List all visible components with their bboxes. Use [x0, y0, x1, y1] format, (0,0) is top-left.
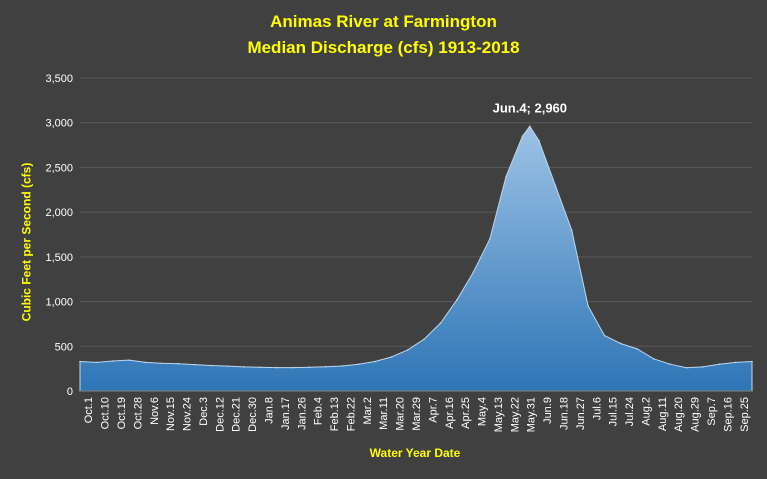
x-tick-label: Jun.9 — [542, 397, 554, 424]
chart-subtitle: Median Discharge (cfs) 1913-2018 — [247, 38, 520, 57]
data-point — [603, 334, 606, 337]
x-tick-label: Aug.2 — [640, 397, 652, 426]
x-tick-label: Dec.21 — [231, 397, 243, 432]
data-point — [128, 359, 130, 361]
data-point — [243, 366, 245, 368]
data-point — [95, 361, 98, 364]
data-point — [472, 271, 475, 273]
x-tick-label: Feb.22 — [345, 397, 357, 431]
data-point — [669, 363, 671, 365]
x-axis-title: Water Year Date — [369, 446, 461, 460]
data-point — [259, 366, 262, 369]
x-tick-label: Aug.29 — [690, 397, 702, 432]
x-tick-label: Jan.26 — [296, 397, 308, 430]
data-point — [226, 365, 229, 367]
data-point — [357, 363, 360, 365]
data-point — [390, 356, 393, 358]
y-tick-label: 1,000 — [45, 297, 73, 309]
data-point — [529, 125, 531, 128]
x-tick-label: Oct.28 — [132, 397, 144, 429]
x-tick-label: May.4 — [477, 397, 489, 426]
x-tick-label: Mar.2 — [362, 397, 374, 425]
x-tick-label: Sep.16 — [722, 397, 734, 432]
x-tick-label: Nov.15 — [165, 397, 177, 431]
data-point — [718, 363, 721, 365]
data-point — [439, 322, 442, 324]
data-point — [292, 366, 294, 369]
x-tick-label: Jul.15 — [608, 397, 620, 426]
x-tick-label: Mar.20 — [395, 397, 407, 431]
peak-annotation: Jun.4; 2,960 — [493, 100, 567, 115]
data-point — [620, 342, 622, 345]
x-tick-label: Nov.24 — [182, 397, 194, 431]
x-tick-label: Apr.16 — [444, 397, 456, 429]
x-tick-label: Feb.13 — [329, 397, 341, 431]
y-tick-label: 1,500 — [45, 252, 73, 264]
data-point — [341, 365, 344, 367]
y-tick-label: 0 — [67, 386, 73, 398]
y-tick-label: 3,500 — [45, 73, 73, 85]
x-tick-label: Jun.18 — [559, 397, 571, 430]
data-point — [488, 238, 491, 240]
chart-title: Animas River at Farmington — [270, 12, 497, 31]
x-tick-label: Jan.17 — [280, 397, 292, 430]
y-tick-label: 2,000 — [45, 207, 73, 219]
x-tick-label: May.31 — [526, 397, 538, 432]
data-point — [554, 184, 557, 187]
y-tick-label: 3,000 — [45, 118, 73, 130]
x-tick-label: Mar.11 — [378, 397, 390, 430]
data-point — [636, 348, 639, 350]
data-point — [210, 364, 212, 367]
x-tick-label: Feb.4 — [313, 397, 325, 425]
x-tick-label: Dec.12 — [214, 397, 226, 432]
data-point — [538, 139, 540, 142]
x-tick-label: May.22 — [509, 397, 521, 432]
data-point — [685, 366, 688, 369]
x-tick-label: Jul.24 — [624, 397, 636, 426]
data-point — [587, 305, 589, 307]
data-point — [570, 229, 573, 231]
data-point — [734, 361, 737, 364]
x-tick-label: Oct.1 — [83, 397, 95, 423]
data-point — [177, 362, 180, 365]
x-tick-label: Sep.7 — [706, 397, 718, 426]
data-point — [325, 365, 327, 368]
data-point — [193, 363, 196, 366]
x-tick-label: Aug.11 — [657, 397, 669, 431]
data-point — [702, 366, 704, 368]
data-point — [505, 175, 507, 178]
data-point — [308, 366, 311, 369]
x-tick-label: Jun.27 — [575, 397, 587, 430]
data-point — [374, 360, 376, 363]
x-tick-label: Apr.7 — [427, 397, 439, 423]
x-tick-label: Dec.3 — [198, 397, 210, 426]
x-tick-label: Jul.6 — [591, 397, 603, 420]
x-tick-label: Jan.8 — [263, 397, 275, 424]
data-point — [161, 362, 163, 365]
data-point — [111, 360, 114, 362]
data-point — [275, 366, 278, 369]
x-tick-label: Oct.10 — [100, 397, 112, 429]
x-tick-label: Apr.25 — [460, 397, 472, 429]
data-point — [423, 338, 425, 340]
y-tick-label: 500 — [55, 341, 73, 353]
x-tick-label: Mar.29 — [411, 397, 423, 431]
x-tick-label: Dec.30 — [247, 397, 259, 432]
x-tick-label: Sep.25 — [739, 397, 751, 432]
data-point — [407, 349, 409, 351]
data-point — [652, 358, 655, 360]
data-point — [456, 298, 458, 301]
data-point — [79, 360, 81, 363]
x-tick-label: May.13 — [493, 397, 505, 432]
x-tick-label: Nov.6 — [149, 397, 161, 425]
data-point — [751, 360, 753, 363]
data-point — [521, 135, 524, 137]
discharge-area — [79, 125, 753, 392]
data-point — [144, 361, 147, 364]
y-tick-label: 2,500 — [45, 162, 73, 174]
x-tick-label: Aug.20 — [673, 397, 685, 432]
x-tick-label: Oct.19 — [116, 397, 128, 429]
